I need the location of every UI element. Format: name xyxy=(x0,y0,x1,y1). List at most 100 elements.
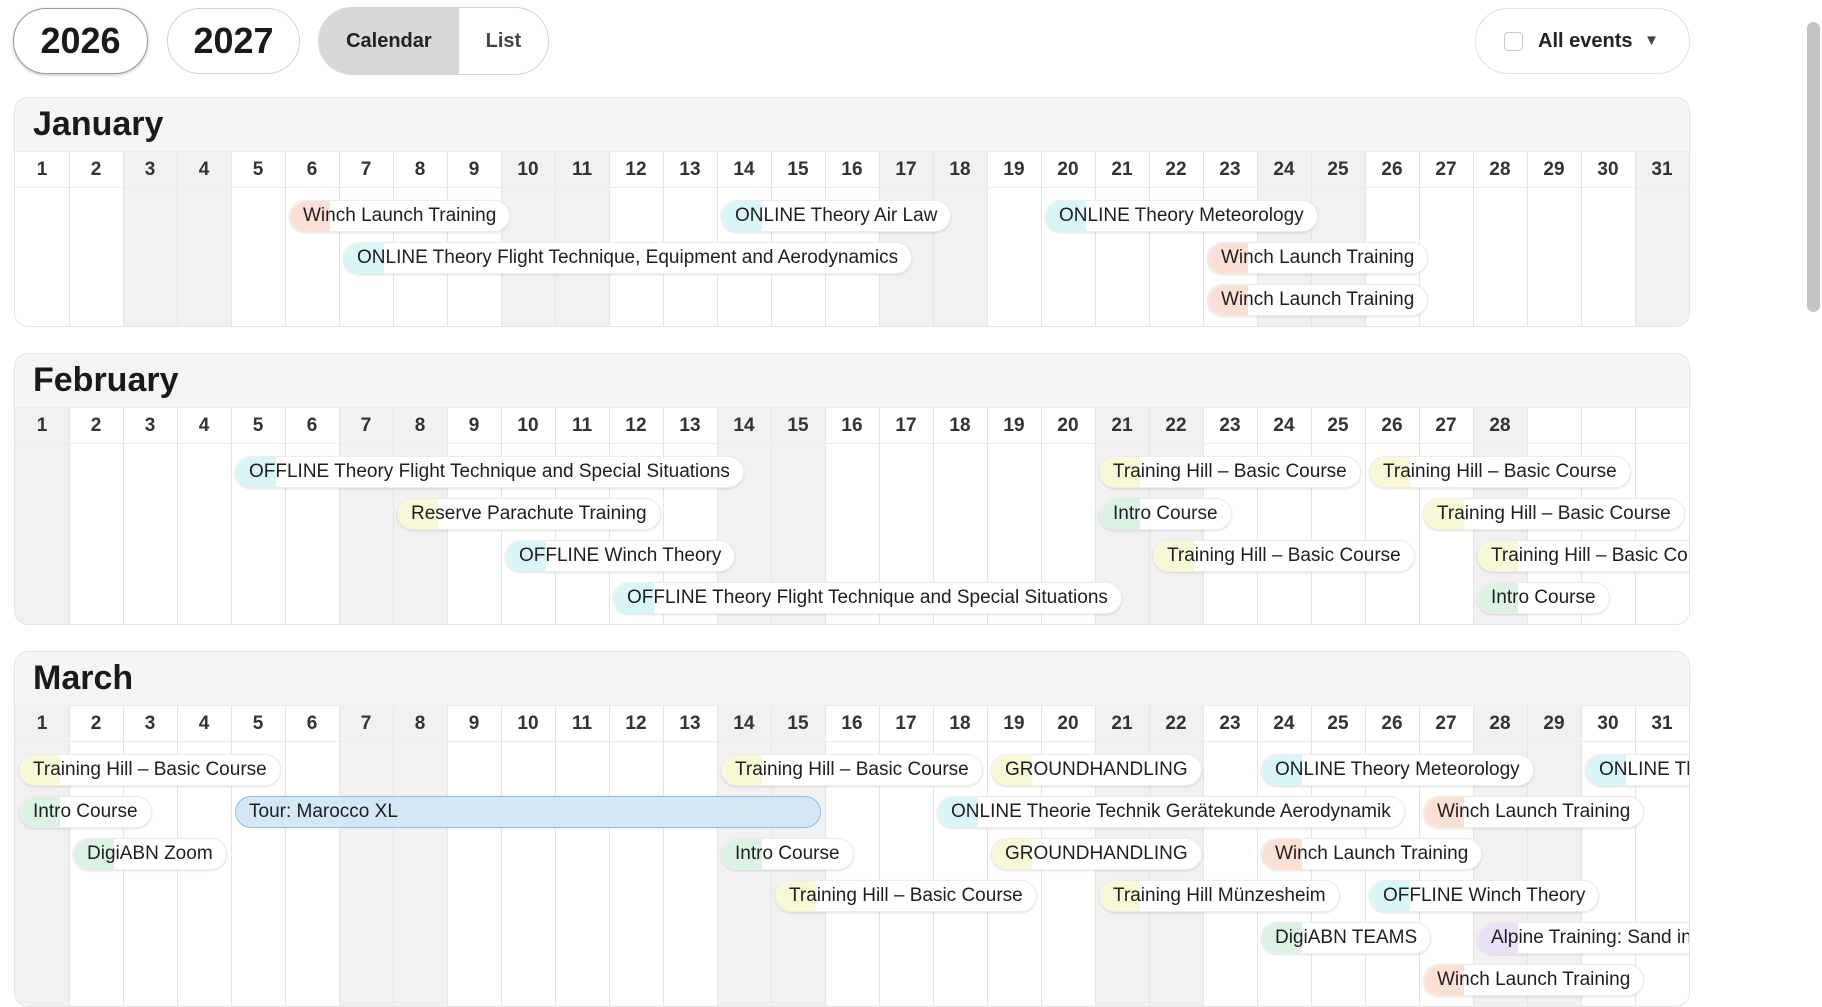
calendar-event[interactable]: Training Hill – Basic Course xyxy=(775,880,1037,912)
event-label: Training Hill – Basic Course xyxy=(33,759,267,780)
event-label: Winch Launch Training xyxy=(1275,843,1469,864)
calendar-event[interactable]: Training Hill – Basic Course xyxy=(1423,498,1685,530)
day-number: 6 xyxy=(285,408,339,444)
event-label: ONLINE Theory Flight Technique, Equipmen… xyxy=(357,247,899,268)
calendar-event[interactable]: Alpine Training: Sand in Taufers xyxy=(1477,922,1689,954)
calendar-event[interactable]: ONLINE Theory Air Law xyxy=(721,200,952,232)
event-color-marker xyxy=(1100,457,1140,487)
calendar-event[interactable]: Winch Launch Training xyxy=(1423,964,1645,996)
calendar-event[interactable]: ONLINE Theory Meteorology xyxy=(1261,754,1534,786)
calendar-event[interactable]: Training Hill – Basic Course xyxy=(1099,456,1361,488)
day-number: 13 xyxy=(663,152,717,188)
calendar-event[interactable]: DigiABN Zoom xyxy=(73,838,227,870)
calendar-event[interactable]: ONLINE Theory Meteorology xyxy=(1045,200,1318,232)
day-number: 14 xyxy=(717,706,771,742)
calendar-event[interactable]: Intro Course xyxy=(19,796,152,828)
day-number: 17 xyxy=(879,152,933,188)
day-number: 15 xyxy=(771,706,825,742)
day-column xyxy=(609,152,663,326)
day-column xyxy=(177,408,231,624)
calendar-event[interactable]: Training Hill – Basic Course xyxy=(19,754,281,786)
day-column xyxy=(447,152,501,326)
calendar-event[interactable]: Winch Launch Training xyxy=(289,200,511,232)
event-color-marker xyxy=(1262,923,1302,953)
day-number: 25 xyxy=(1311,706,1365,742)
calendar-event[interactable]: Training Hill – Basic Course xyxy=(1477,540,1689,572)
calendar-event[interactable]: Winch Launch Training xyxy=(1207,284,1429,316)
day-column xyxy=(69,152,123,326)
calendar-event[interactable]: Training Hill – Basic Course xyxy=(721,754,983,786)
calendar-view-button[interactable]: Calendar xyxy=(319,8,459,74)
event-label: Tour: Marocco XL xyxy=(249,801,398,822)
calendar-event[interactable]: Intro Course xyxy=(721,838,854,870)
calendar-event[interactable]: DigiABN TEAMS xyxy=(1261,922,1432,954)
day-column xyxy=(393,706,447,1006)
day-number: 4 xyxy=(177,706,231,742)
event-color-marker xyxy=(1478,541,1518,571)
day-column xyxy=(69,706,123,1006)
calendar-event[interactable]: GROUNDHANDLING xyxy=(991,838,1202,870)
event-color-marker xyxy=(776,881,816,911)
month-grid: 1 2 3 4 5 6 7 8 9 10 11 12 13 14 15 16 17 18 19 20 21 22 23 24 2… xyxy=(15,152,1689,326)
event-color-marker xyxy=(20,755,60,785)
calendar-event[interactable]: Intro Course xyxy=(1099,498,1232,530)
day-column xyxy=(663,408,717,624)
calendar-event[interactable]: Winch Launch Training xyxy=(1207,242,1429,274)
day-number: 30 xyxy=(1581,152,1635,188)
calendar-event[interactable]: Reserve Parachute Training xyxy=(397,498,661,530)
day-column xyxy=(1527,152,1581,326)
day-number: 18 xyxy=(933,706,987,742)
event-label: OFFLINE Theory Flight Technique and Spec… xyxy=(627,587,1108,608)
day-column xyxy=(393,152,447,326)
day-number: 27 xyxy=(1419,408,1473,444)
calendar-event[interactable]: OFFLINE Winch Theory xyxy=(505,540,736,572)
month-january: January 1 2 3 4 5 6 7 8 9 10 11 12 13 14 15 16 17 18 19 20 21… xyxy=(14,97,1690,327)
day-column xyxy=(879,408,933,624)
calendar-event[interactable]: ONLINE Theory Flight Technique, Equipmen… xyxy=(343,242,913,274)
calendar-event[interactable]: Training Hill – Basic Course xyxy=(1369,456,1631,488)
scrollbar-thumb[interactable] xyxy=(1807,22,1820,312)
calendar-event[interactable]: OFFLINE Theory Flight Technique and Spec… xyxy=(235,456,744,488)
day-number: 23 xyxy=(1203,706,1257,742)
day-number: 20 xyxy=(1041,408,1095,444)
year-button-2027[interactable]: 2027 xyxy=(167,8,300,74)
event-label: Training Hill – Basic Course xyxy=(1437,503,1671,524)
day-number: 13 xyxy=(663,408,717,444)
event-filter-dropdown[interactable]: All events ▼ xyxy=(1475,8,1690,74)
day-column xyxy=(933,408,987,624)
calendar-event[interactable]: Winch Launch Training xyxy=(1261,838,1483,870)
event-color-marker xyxy=(398,499,438,529)
event-color-marker xyxy=(1478,923,1518,953)
day-column xyxy=(1635,152,1689,326)
calendar-event[interactable]: Intro Course xyxy=(1477,582,1610,614)
day-number: 8 xyxy=(393,152,447,188)
calendar-event[interactable]: Tour: Marocco XL xyxy=(235,796,821,828)
calendar-event[interactable]: ONLINE Theory Air Law xyxy=(1585,754,1689,786)
calendar-event[interactable]: OFFLINE Theory Flight Technique and Spec… xyxy=(613,582,1122,614)
day-number: 18 xyxy=(933,152,987,188)
filter-checkbox[interactable] xyxy=(1504,31,1523,51)
day-column xyxy=(1257,408,1311,624)
day-number: 20 xyxy=(1041,152,1095,188)
calendar-event[interactable]: OFFLINE Winch Theory xyxy=(1369,880,1600,912)
calendar-event[interactable]: Training Hill Münzesheim xyxy=(1099,880,1340,912)
day-number: 14 xyxy=(717,408,771,444)
calendar-event[interactable]: Winch Launch Training xyxy=(1423,796,1645,828)
day-number: 11 xyxy=(555,152,609,188)
calendar-event[interactable]: ONLINE Theorie Technik Gerätekunde Aerod… xyxy=(937,796,1405,828)
day-number: 16 xyxy=(825,152,879,188)
event-label: OFFLINE Winch Theory xyxy=(519,545,722,566)
event-label: Winch Launch Training xyxy=(1221,247,1415,268)
event-label: Intro Course xyxy=(33,801,138,822)
day-column xyxy=(1203,152,1257,326)
year-button-2026[interactable]: 2026 xyxy=(13,8,148,74)
event-color-marker xyxy=(1100,881,1140,911)
event-color-marker xyxy=(1262,839,1302,869)
day-column xyxy=(1527,706,1581,1006)
event-color-marker xyxy=(1424,499,1464,529)
event-label: ONLINE Theory Air Law xyxy=(735,205,938,226)
calendar-event[interactable]: GROUNDHANDLING xyxy=(991,754,1202,786)
calendar-event[interactable]: Training Hill – Basic Course xyxy=(1153,540,1415,572)
event-label: Reserve Parachute Training xyxy=(411,503,647,524)
list-view-button[interactable]: List xyxy=(485,29,522,52)
